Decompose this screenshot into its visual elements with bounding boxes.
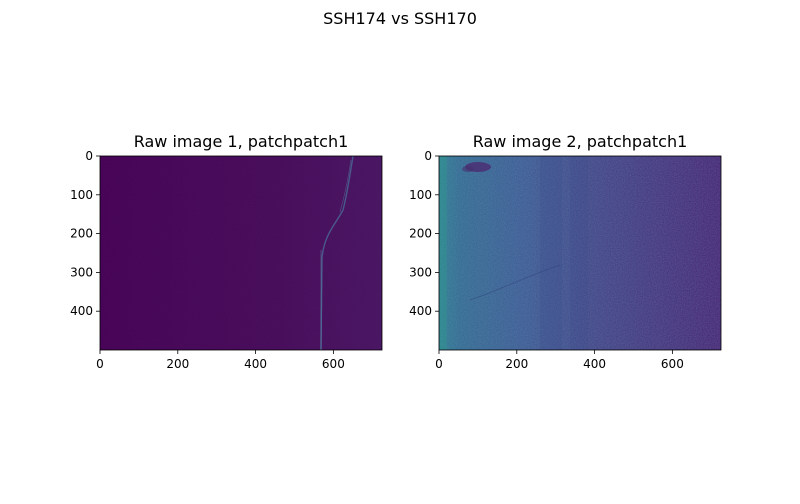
- panel-2-x-tick-label: 600: [661, 357, 684, 371]
- panel-2-y-tick-label: 200: [409, 227, 432, 241]
- panel-2-title: Raw image 2, patchpatch1: [473, 132, 688, 151]
- panel-1-x-tick-label: 600: [322, 357, 345, 371]
- panel-1-y-tick-label: 100: [70, 188, 93, 202]
- panel-2-x-tick-label: 0: [435, 357, 443, 371]
- panel-1-y-tick-label: 0: [85, 149, 93, 163]
- panel-2-x-tick-label: 200: [505, 357, 528, 371]
- panel-1-frame: [99, 155, 383, 351]
- panel-2-y-tick-label: 300: [409, 265, 432, 279]
- panel-1-x-tick-label: 400: [244, 357, 267, 371]
- panel-1-title: Raw image 1, patchpatch1: [134, 132, 349, 151]
- panel-2-x-tick-label: 400: [583, 357, 606, 371]
- panel-1: Raw image 1, patchpatch1 0 200 400 600 0 100 2…: [70, 132, 383, 371]
- panel-2-y-tick-label: 100: [409, 188, 432, 202]
- panel-2: Raw image 2, patchpatch1 0 200 400 600 0 100 2…: [409, 132, 722, 371]
- panel-2-axes: 0 200 400 600 0 100 200 300 400: [409, 149, 684, 371]
- panel-1-y-tick-label: 400: [70, 304, 93, 318]
- panel-1-x-tick-label: 200: [166, 357, 189, 371]
- panel-1-x-tick-label: 0: [96, 357, 104, 371]
- panel-1-image: [100, 156, 382, 350]
- figure-suptitle: SSH174 vs SSH170: [323, 9, 477, 28]
- panel-1-y-tick-label: 300: [70, 265, 93, 279]
- panel-1-streak: [320, 156, 354, 350]
- panel-2-frame: [438, 155, 722, 351]
- panel-1-y-tick-label: 200: [70, 227, 93, 241]
- panel-1-axes: 0 200 400 600 0 100 200 300 400: [70, 149, 345, 371]
- panel-2-y-tick-label: 0: [424, 149, 432, 163]
- panel-2-image: [439, 156, 721, 350]
- panel-2-y-tick-label: 400: [409, 304, 432, 318]
